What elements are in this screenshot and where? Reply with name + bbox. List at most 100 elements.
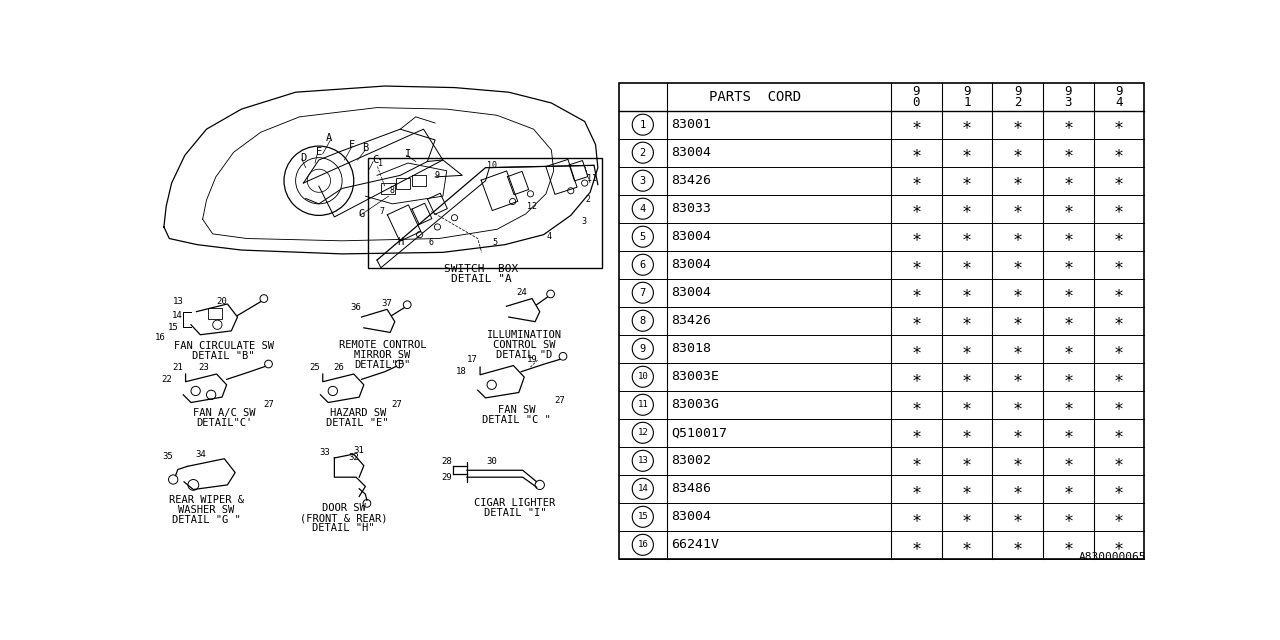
Text: FAN SW: FAN SW [498, 405, 535, 415]
Text: FAN A/C SW: FAN A/C SW [193, 408, 256, 417]
Bar [397, 179, 411, 189]
Text: ∗: ∗ [961, 200, 972, 218]
Text: ∗: ∗ [1064, 116, 1073, 134]
Text: D: D [301, 153, 306, 163]
Text: 11: 11 [586, 174, 596, 183]
Text: 20: 20 [216, 297, 228, 306]
Text: 25: 25 [310, 364, 320, 372]
Bar [209, 308, 221, 319]
Text: 36: 36 [351, 303, 361, 312]
Text: H: H [397, 237, 403, 247]
Text: ∗: ∗ [911, 508, 922, 526]
Text: ∗: ∗ [1012, 172, 1023, 189]
Text: ∗: ∗ [1012, 116, 1023, 134]
Text: 13: 13 [173, 297, 183, 306]
Text: 83486: 83486 [672, 483, 712, 495]
Text: ∗: ∗ [911, 536, 922, 554]
Text: 16: 16 [155, 333, 165, 342]
Text: ∗: ∗ [961, 116, 972, 134]
Text: ∗: ∗ [911, 424, 922, 442]
Text: ∗: ∗ [1012, 536, 1023, 554]
Text: 7: 7 [380, 207, 385, 216]
Text: ∗: ∗ [1064, 536, 1073, 554]
Text: ∗: ∗ [961, 144, 972, 162]
Text: 16: 16 [637, 540, 648, 549]
Text: ∗: ∗ [1012, 508, 1023, 526]
Text: 83004: 83004 [672, 258, 712, 271]
Text: ∗: ∗ [961, 256, 972, 274]
Text: F: F [349, 140, 356, 150]
Text: ∗: ∗ [1114, 452, 1124, 470]
Text: 27: 27 [264, 401, 274, 410]
Text: ∗: ∗ [911, 116, 922, 134]
Text: C: C [372, 155, 379, 165]
Text: ∗: ∗ [911, 452, 922, 470]
Text: 5: 5 [493, 238, 498, 247]
Text: ∗: ∗ [961, 480, 972, 498]
Text: 10: 10 [486, 161, 497, 170]
Text: 4: 4 [640, 204, 646, 214]
Text: CONTROL SW: CONTROL SW [493, 340, 556, 349]
Text: ∗: ∗ [911, 256, 922, 274]
Text: 28: 28 [442, 458, 452, 467]
Text: DETAIL"C': DETAIL"C' [196, 417, 252, 428]
Text: ∗: ∗ [1114, 284, 1124, 301]
Text: 26: 26 [333, 364, 343, 372]
Text: ∗: ∗ [1012, 480, 1023, 498]
Text: 83004: 83004 [672, 146, 712, 159]
Text: 12: 12 [637, 428, 648, 437]
Text: 1: 1 [640, 120, 646, 130]
Text: ∗: ∗ [1114, 340, 1124, 358]
Text: ∗: ∗ [1114, 536, 1124, 554]
Text: ∗: ∗ [961, 424, 972, 442]
Text: A830000065: A830000065 [1078, 552, 1146, 562]
Text: ∗: ∗ [1012, 256, 1023, 274]
Text: 8: 8 [390, 186, 396, 195]
Text: ∗: ∗ [911, 228, 922, 246]
Text: 1: 1 [963, 96, 970, 109]
Text: 66241V: 66241V [672, 538, 719, 551]
Text: 5: 5 [640, 232, 646, 242]
Text: 83426: 83426 [672, 174, 712, 188]
Text: 9: 9 [963, 85, 970, 98]
Text: ∗: ∗ [911, 340, 922, 358]
Text: DETAIL "G ": DETAIL "G " [172, 515, 241, 525]
Text: 3: 3 [581, 217, 586, 226]
Text: ∗: ∗ [1064, 144, 1073, 162]
Bar [412, 175, 426, 186]
Text: MIRROR SW: MIRROR SW [355, 350, 411, 360]
Text: 9: 9 [913, 85, 920, 98]
Text: 17: 17 [467, 355, 477, 364]
Text: ∗: ∗ [961, 312, 972, 330]
Text: PARTS  CORD: PARTS CORD [709, 90, 801, 104]
Text: ∗: ∗ [1064, 256, 1073, 274]
Text: ∗: ∗ [911, 396, 922, 414]
Text: 33: 33 [320, 448, 330, 457]
Text: ILLUMINATION: ILLUMINATION [486, 330, 562, 340]
Text: 35: 35 [163, 452, 173, 461]
Text: 13: 13 [637, 456, 648, 465]
Text: 2: 2 [1014, 96, 1021, 109]
Bar [381, 183, 394, 194]
Text: B: B [362, 143, 369, 154]
Text: ∗: ∗ [961, 452, 972, 470]
Text: 21: 21 [173, 364, 183, 372]
Text: ∗: ∗ [1064, 424, 1073, 442]
Text: ∗: ∗ [1064, 508, 1073, 526]
Text: 6: 6 [429, 238, 434, 247]
Text: ∗: ∗ [1114, 144, 1124, 162]
Text: ∗: ∗ [1012, 424, 1023, 442]
Text: DETAIL "E": DETAIL "E" [326, 417, 389, 428]
Text: 83426: 83426 [672, 314, 712, 327]
Text: DOOR SW: DOOR SW [321, 503, 366, 513]
Text: ∗: ∗ [911, 284, 922, 301]
Text: ∗: ∗ [1012, 396, 1023, 414]
Text: 7: 7 [640, 288, 646, 298]
Text: 4: 4 [1115, 96, 1123, 109]
Text: 27: 27 [554, 396, 566, 404]
Text: ∗: ∗ [1114, 116, 1124, 134]
Text: ∗: ∗ [1114, 172, 1124, 189]
Text: DETAIL"F": DETAIL"F" [355, 360, 411, 370]
Text: ∗: ∗ [961, 172, 972, 189]
Text: 14: 14 [637, 484, 648, 493]
